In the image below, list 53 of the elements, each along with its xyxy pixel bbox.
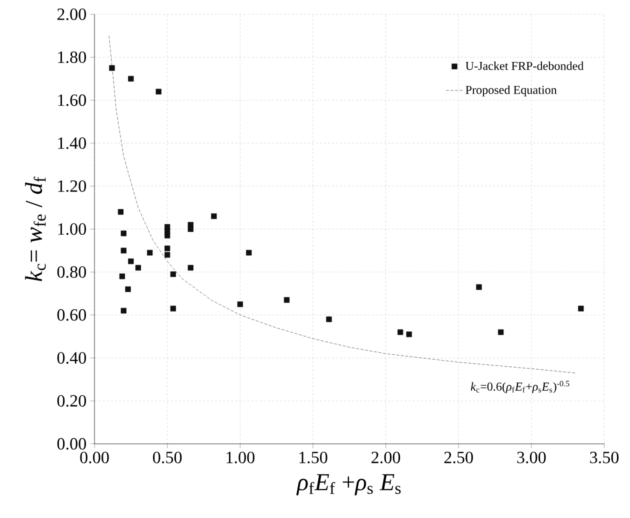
y-tick-label: 1.40 [58, 137, 86, 149]
point [135, 264, 142, 270]
point [164, 252, 170, 258]
y-tick-label: 1.00 [58, 223, 86, 235]
y-tick-label: 0.60 [57, 309, 86, 321]
point [246, 250, 252, 256]
x-tick-label: 3.50 [590, 452, 619, 464]
x-tick-label: 3.00 [517, 452, 546, 464]
point [119, 273, 125, 280]
y-tick-label: 0.20 [57, 394, 86, 407]
point [109, 65, 115, 71]
x-tick-label: 1.50 [299, 452, 328, 464]
legend-label: Proposed Equation [466, 85, 557, 96]
point [284, 296, 290, 303]
y-tick-label: 1.80 [58, 51, 86, 63]
point [578, 306, 584, 312]
point [156, 88, 162, 94]
x-tick-label: 2.00 [372, 452, 400, 464]
point [476, 284, 482, 290]
text: k$_{c}$=0.6(ρ$_{f}$E$_{f}$+ρ$_{s}$E$_{s}$)$^{-0.5}$ [470, 380, 570, 393]
point [188, 226, 194, 232]
x-tick-label: 0.00 [80, 452, 109, 464]
text: ρ$_{f}$E$_{f}$ +ρ$_{s}$ E$_{s}$ [296, 474, 401, 496]
point [170, 306, 176, 312]
y-axis-title: k$_{c}$= w$_{fe}$ / d$_{f}$ [25, 176, 46, 282]
y-tick-label: 0.00 [57, 438, 86, 450]
point [170, 271, 176, 277]
point [128, 76, 134, 82]
y-tick-label: 1.60 [58, 94, 86, 106]
point [211, 213, 217, 219]
point [188, 264, 194, 270]
point [120, 308, 126, 314]
y-tick-label: 0.40 [57, 352, 86, 364]
point [120, 230, 126, 236]
point [120, 248, 126, 254]
point [147, 250, 153, 256]
point [398, 329, 404, 335]
point [128, 258, 134, 264]
y-tick-label: 0.80 [57, 266, 86, 278]
y-tick-label: 2.00 [57, 8, 86, 20]
point [125, 286, 131, 292]
point [406, 331, 412, 337]
point [498, 329, 504, 335]
y-tick-label: 1.20 [58, 180, 86, 192]
x-tick-label: 2.50 [444, 452, 473, 464]
x-tick-label: 0.50 [152, 452, 182, 464]
point [326, 316, 332, 322]
legend-label: U-Jacket FRP-debonded [466, 61, 584, 70]
point [164, 232, 170, 238]
x-tick-label: 1.00 [226, 452, 254, 464]
point [118, 208, 124, 215]
point [237, 301, 243, 307]
point [164, 245, 170, 252]
